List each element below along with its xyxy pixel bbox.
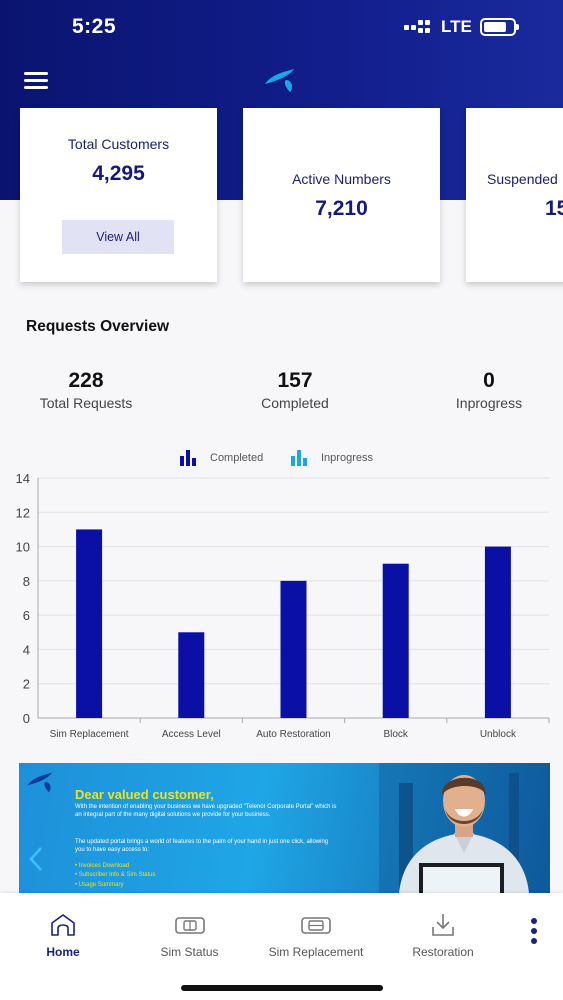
nav-home[interactable]: Home [32, 893, 94, 965]
y-tick-label: 2 [23, 677, 30, 692]
bottom-navigation: Home Sim Status Sim Replacement Restorat… [0, 893, 563, 965]
card-value: 7,210 [315, 197, 368, 220]
list-item: Subscriber Info & Sim Status [75, 871, 156, 880]
legend-label: Inprogress [321, 452, 373, 464]
banner-feature-list: Invoices Download Subscriber Info & Sim … [75, 862, 156, 890]
stat-value: 0 [483, 369, 495, 392]
y-tick-label: 0 [23, 711, 30, 726]
telenor-logo-icon [27, 772, 53, 793]
sim-swap-icon [301, 917, 331, 934]
stat-label: Total Requests [39, 395, 133, 411]
sim-card-icon [174, 917, 205, 934]
card-label: Total Customers [67, 136, 170, 152]
banner-paragraph: With the intention of enabling your busi… [75, 804, 337, 818]
hamburger-menu-icon[interactable] [24, 72, 50, 90]
promo-banner[interactable]: Dear valued customer, With the intention… [19, 763, 550, 893]
more-options-icon[interactable] [524, 918, 544, 948]
card-label: Suspended [487, 171, 558, 187]
stat-label: Inprogress [455, 395, 523, 411]
download-tray-icon [432, 914, 454, 936]
bar-completed [76, 529, 103, 718]
nav-label: Restoration [412, 945, 474, 959]
smiling-man-image [379, 763, 550, 893]
y-tick-label: 6 [23, 608, 30, 623]
card-value: 4,295 [92, 162, 145, 185]
nav-label: Sim Replacement [268, 945, 364, 959]
stat-value: 157 [277, 369, 313, 392]
x-tick-label: Sim Replacement [50, 729, 129, 740]
status-bar: 5:25 LTE [0, 0, 563, 55]
home-indicator[interactable] [181, 985, 383, 991]
legend-label: Completed [210, 452, 264, 464]
nav-sim-replacement[interactable]: Sim Replacement [256, 893, 376, 965]
y-tick-label: 12 [16, 505, 30, 520]
bar-completed [484, 546, 511, 718]
nav-sim-status[interactable]: Sim Status [142, 893, 237, 965]
requests-overview-title: Requests Overview [26, 318, 170, 335]
telenor-logo-icon [265, 69, 294, 92]
battery-icon [480, 18, 519, 36]
x-tick-label: Auto Restoration [256, 729, 331, 740]
bottom-safe-area [0, 965, 563, 1000]
nav-restoration[interactable]: Restoration [398, 893, 488, 965]
stat-completed: 157 Completed [220, 369, 370, 411]
stat-label: Completed [261, 395, 329, 411]
x-tick-label: Block [383, 729, 408, 740]
home-icon [51, 914, 75, 936]
signal-icon [404, 20, 434, 34]
y-tick-label: 4 [23, 642, 30, 657]
banner-paragraph: The updated portal brings a world of fea… [75, 839, 329, 853]
banner-title: Dear valued customer, [75, 787, 214, 802]
network-label: LTE [441, 17, 472, 36]
requests-bar-chart: 0 2 4 6 8 10 12 14 Sim Replacement Access Level Au… [16, 471, 550, 740]
bar-completed [382, 563, 409, 718]
card-label: Active Numbers [292, 171, 391, 187]
total-customers-card: Total Customers 4,295 View All [20, 108, 217, 282]
y-tick-label: 14 [16, 471, 30, 486]
bar-completed [280, 580, 307, 718]
legend-inprogress[interactable]: Inprogress [291, 450, 373, 466]
x-tick-label: Unblock [480, 729, 517, 740]
bar-chart-icon [291, 450, 311, 466]
y-tick-label: 8 [23, 574, 30, 589]
card-value: 15 [545, 197, 563, 220]
bar-completed [178, 632, 205, 718]
stat-inprogress: 0 Inprogress [414, 369, 563, 411]
nav-label: Home [46, 945, 80, 959]
list-item: Usage Summary [75, 881, 155, 890]
legend-completed[interactable]: Completed [180, 450, 263, 466]
x-tick-label: Access Level [162, 729, 221, 740]
list-item: Invoices Download [75, 862, 155, 871]
bar-chart-icon [180, 450, 200, 466]
chevron-left-icon[interactable] [28, 846, 44, 872]
y-tick-label: 10 [16, 540, 30, 555]
active-numbers-card[interactable]: Active Numbers 7,210 [243, 108, 440, 282]
status-time: 5:25 [72, 15, 117, 38]
view-all-button[interactable]: View All [62, 220, 174, 254]
suspended-card[interactable]: Suspended 15 [466, 108, 563, 282]
stat-total-requests: 228 Total Requests [11, 369, 161, 411]
stat-value: 228 [68, 369, 104, 392]
nav-label: Sim Status [160, 945, 219, 959]
